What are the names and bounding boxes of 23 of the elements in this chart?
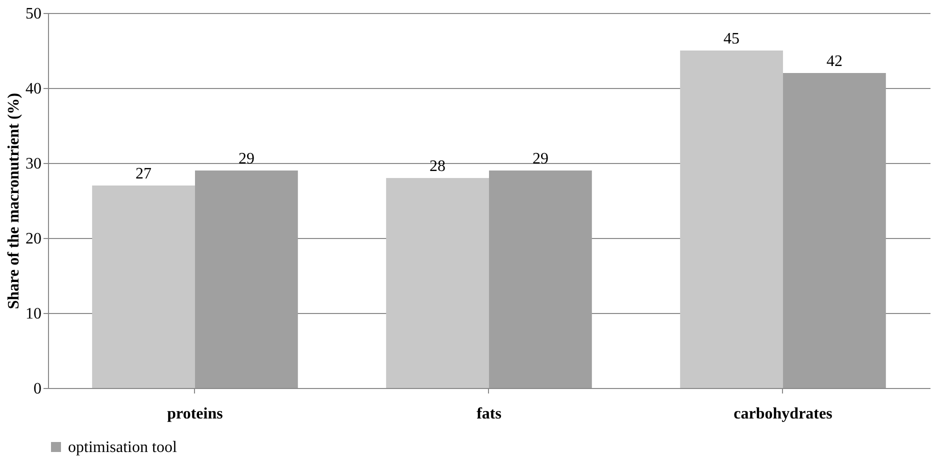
- bar: [680, 50, 783, 388]
- x-tick-label: carbohydrates: [734, 406, 832, 422]
- legend-label: optimisation tool: [68, 439, 178, 456]
- y-tick-label: 40: [26, 80, 42, 98]
- data-label: 42: [826, 53, 842, 70]
- data-label: 28: [430, 158, 446, 175]
- bar: [386, 178, 489, 388]
- data-label: 29: [532, 150, 548, 168]
- bar: [489, 170, 592, 388]
- data-label: 45: [724, 30, 740, 48]
- y-tick-label: 20: [26, 230, 42, 248]
- y-tick-label: 50: [26, 6, 42, 22]
- bar: [195, 170, 298, 388]
- x-tick-label: proteins: [167, 406, 223, 422]
- bar: [783, 73, 886, 388]
- y-tick-label: 0: [34, 380, 42, 398]
- data-label: 27: [136, 166, 152, 182]
- y-tick-label: 30: [26, 156, 42, 172]
- bar: [92, 186, 195, 388]
- y-tick-label: 10: [26, 306, 42, 322]
- data-label: 29: [238, 150, 254, 168]
- y-axis-title: Share of the macronutrient (%): [6, 92, 22, 310]
- x-tick-label: fats: [476, 406, 502, 422]
